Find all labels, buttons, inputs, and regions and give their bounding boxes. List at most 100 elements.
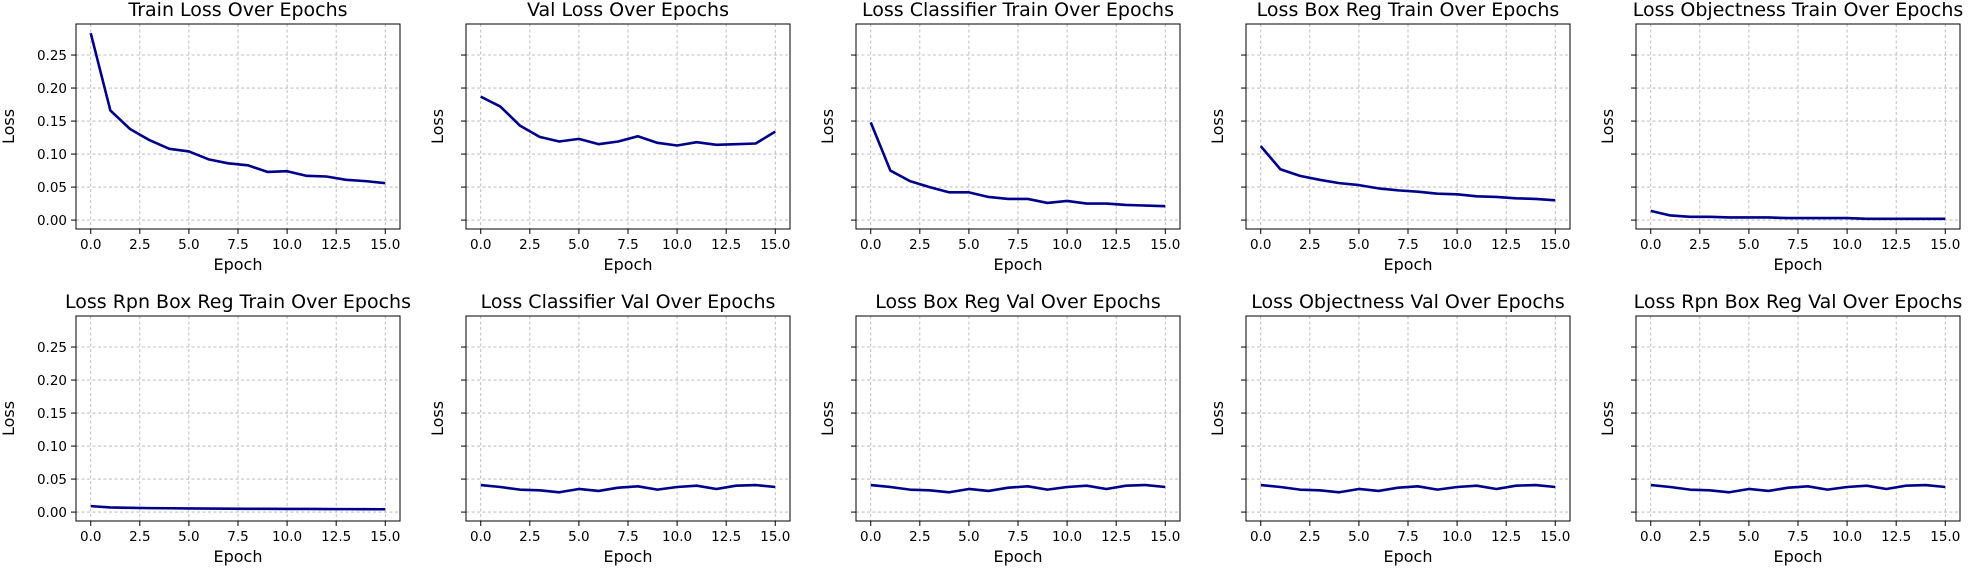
x-tick-label: 15.0: [1540, 237, 1570, 253]
y-tick-label: 0.00: [37, 213, 67, 229]
subplot-5: 0.0 2.5 5.0 7.5 10.0 12.5 15.0 Loss Objectness …: [1598, 0, 1963, 274]
x-tick-label: 7.5: [1787, 237, 1808, 253]
x-tick-label: 12.5: [1881, 237, 1911, 253]
subplot-3: 0.0 2.5 5.0 7.5 10.0 12.5 15.0 Loss Classifier …: [818, 0, 1181, 274]
subplot-7: 0.0 2.5 5.0 7.5 10.0 12.5 15.0 Loss Classifier …: [428, 291, 791, 566]
x-tick-label: 15.0: [1930, 529, 1960, 545]
x-tick-label: 5.0: [568, 237, 589, 253]
x-tick-label: 0.0: [470, 529, 491, 545]
x-tick-label: 10.0: [662, 237, 692, 253]
x-tick-label: 5.0: [1738, 237, 1759, 253]
x-tick-label: 12.5: [1491, 529, 1521, 545]
x-tick-label: 15.0: [1930, 237, 1960, 253]
x-tick-label: 2.5: [1689, 237, 1710, 253]
y-tick-label: 0.05: [37, 472, 67, 488]
x-axis-label: Epoch: [214, 547, 263, 566]
series-line: [1650, 209, 1946, 221]
x-axis-label: Epoch: [1774, 547, 1823, 566]
x-tick-label: 15.0: [760, 529, 790, 545]
x-tick-label: 15.0: [1150, 529, 1180, 545]
x-tick-label: 15.0: [760, 237, 790, 253]
x-tick-label: 12.5: [1101, 237, 1131, 253]
x-tick-label: 0.0: [80, 237, 101, 253]
chart-title: Loss Rpn Box Reg Val Over Epochs: [1634, 291, 1963, 313]
x-axis-label: Epoch: [604, 255, 653, 274]
x-axis-label: Epoch: [994, 547, 1043, 566]
x-tick-label: 10.0: [1052, 237, 1082, 253]
x-tick-label: 0.0: [1250, 529, 1271, 545]
x-tick-label: 7.5: [1007, 529, 1028, 545]
chart-title: Loss Objectness Val Over Epochs: [1251, 291, 1564, 313]
x-tick-label: 12.5: [1101, 529, 1131, 545]
x-tick-label: 5.0: [958, 529, 979, 545]
x-tick-label: 12.5: [321, 529, 351, 545]
x-tick-label: 15.0: [370, 529, 400, 545]
x-axis-label: Epoch: [1384, 255, 1433, 274]
y-tick-label: 0.10: [37, 147, 67, 163]
y-tick-label: 0.15: [37, 114, 67, 130]
x-tick-label: 2.5: [909, 237, 930, 253]
x-axis-label: Epoch: [1774, 255, 1823, 274]
x-tick-label: 7.5: [1787, 529, 1808, 545]
y-axis-label: Loss: [1208, 401, 1227, 436]
y-tick-label: 0.20: [37, 81, 67, 97]
y-tick-label: 0.10: [37, 439, 67, 455]
subplot-1: 0.0 2.5 5.0 7.5 10.0 12.5 15.0 0.00 0.05 0.10 0.15…: [0, 0, 401, 274]
x-tick-label: 5.0: [178, 529, 199, 545]
x-tick-label: 10.0: [272, 529, 302, 545]
x-tick-label: 7.5: [1007, 237, 1028, 253]
x-tick-label: 5.0: [1348, 237, 1369, 253]
y-axis-label: Loss: [1598, 401, 1617, 436]
x-tick-label: 0.0: [860, 237, 881, 253]
chart-title: Loss Box Reg Train Over Epochs: [1257, 0, 1560, 21]
x-tick-label: 7.5: [227, 529, 248, 545]
x-tick-label: 0.0: [80, 529, 101, 545]
chart-title: Loss Box Reg Val Over Epochs: [875, 291, 1161, 313]
x-axis-label: Epoch: [604, 547, 653, 566]
x-tick-label: 10.0: [1832, 237, 1862, 253]
y-axis-label: Loss: [1598, 109, 1617, 144]
x-tick-label: 5.0: [568, 529, 589, 545]
x-tick-label: 5.0: [1348, 529, 1369, 545]
x-tick-label: 0.0: [1640, 529, 1661, 545]
x-tick-label: 10.0: [662, 529, 692, 545]
x-tick-label: 0.0: [1640, 237, 1661, 253]
x-tick-label: 5.0: [958, 237, 979, 253]
x-tick-label: 2.5: [1689, 529, 1710, 545]
x-tick-label: 7.5: [617, 529, 638, 545]
x-tick-label: 2.5: [1299, 529, 1320, 545]
chart-title: Loss Classifier Val Over Epochs: [481, 291, 776, 313]
x-tick-label: 0.0: [1250, 237, 1271, 253]
series-line: [480, 95, 776, 147]
subplot-2: 0.0 2.5 5.0 7.5 10.0 12.5 15.0 Val Loss Over Ep…: [428, 0, 791, 274]
chart-title: Loss Classifier Train Over Epochs: [862, 0, 1174, 21]
x-tick-label: 15.0: [1540, 529, 1570, 545]
chart-title: Train Loss Over Epochs: [127, 0, 347, 21]
x-tick-label: 12.5: [711, 237, 741, 253]
x-tick-label: 12.5: [711, 529, 741, 545]
x-tick-label: 12.5: [321, 237, 351, 253]
x-tick-label: 10.0: [1442, 529, 1472, 545]
x-tick-label: 2.5: [129, 237, 150, 253]
series-line: [870, 483, 1166, 494]
y-tick-label: 0.25: [37, 340, 67, 356]
series-line: [869, 121, 1166, 208]
x-axis-label: Epoch: [214, 255, 263, 274]
series-line: [89, 32, 386, 185]
subplot-9: 0.0 2.5 5.0 7.5 10.0 12.5 15.0 Loss Objectness …: [1208, 291, 1571, 566]
x-tick-label: 2.5: [1299, 237, 1320, 253]
y-tick-label: 0.25: [37, 48, 67, 64]
x-tick-label: 7.5: [617, 237, 638, 253]
y-axis-label: Loss: [428, 109, 447, 144]
y-tick-label: 0.05: [37, 180, 67, 196]
y-axis-label: Loss: [428, 401, 447, 436]
x-axis-label: Epoch: [994, 255, 1043, 274]
series-line: [480, 483, 776, 494]
chart-title: Val Loss Over Epochs: [527, 0, 729, 21]
x-tick-label: 7.5: [1397, 237, 1418, 253]
series-line: [1260, 483, 1556, 494]
y-axis-label: Loss: [0, 401, 18, 436]
series-line: [90, 504, 386, 511]
y-axis-label: Loss: [0, 109, 18, 144]
